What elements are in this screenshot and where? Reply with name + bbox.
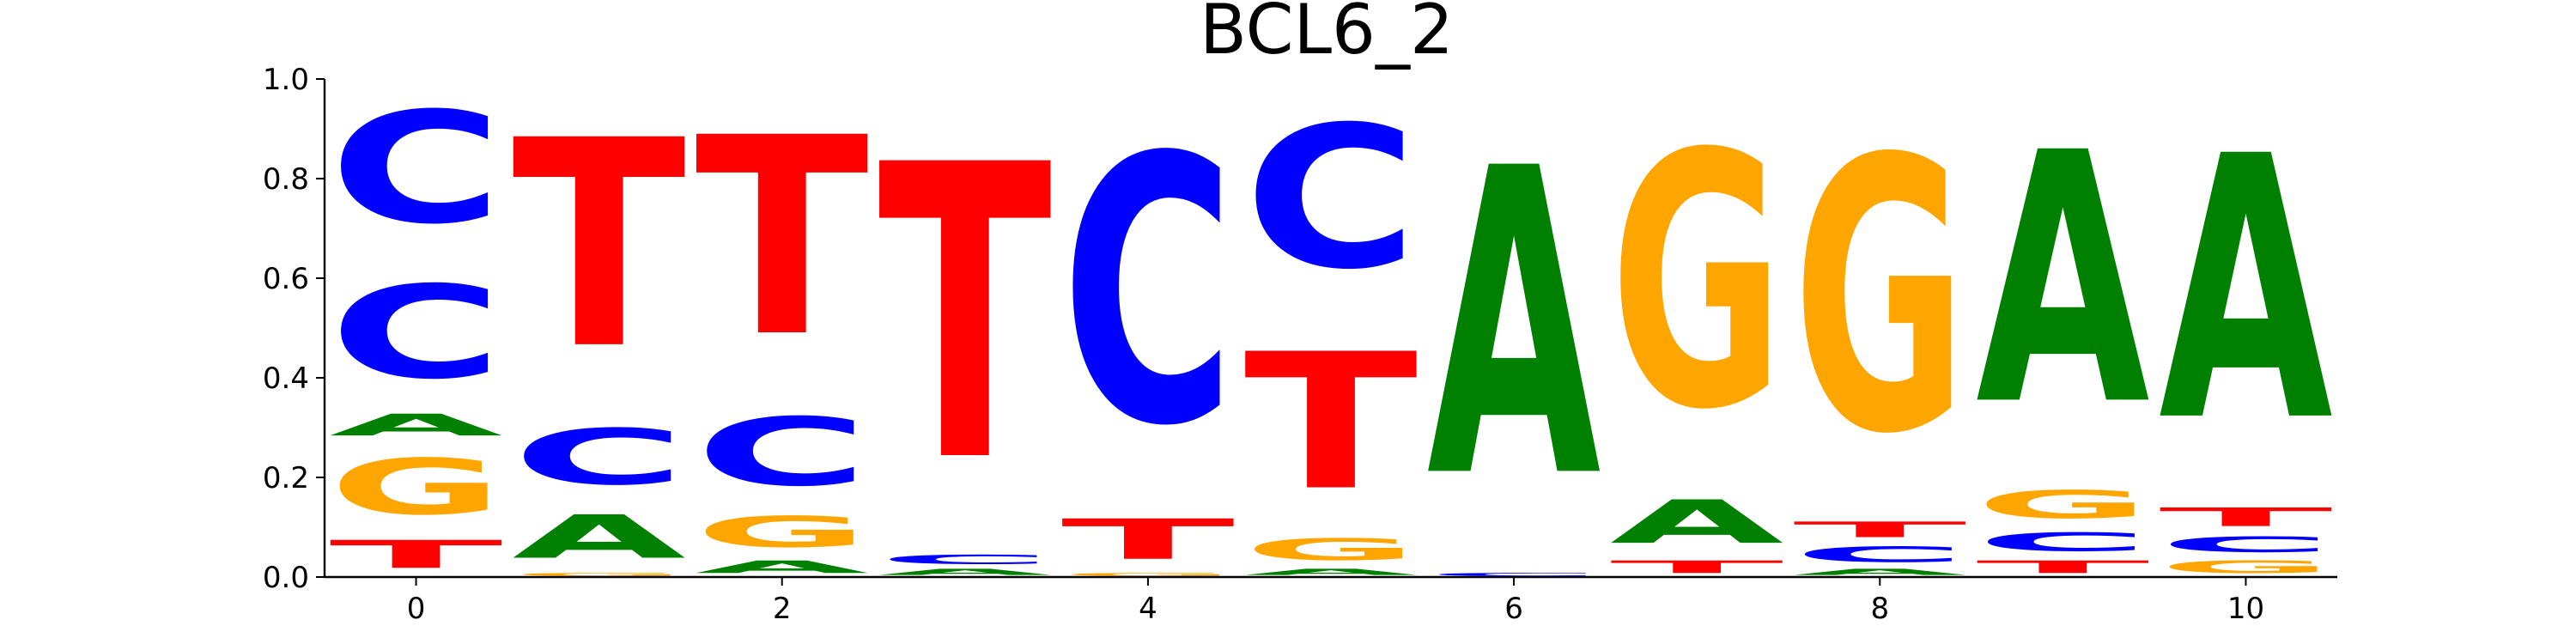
logo-letter-G-pos2: G (696, 507, 869, 557)
logo-letter-G-pos0: G (329, 443, 502, 532)
logo-letter-C-pos8: C (1793, 543, 1966, 568)
y-tick-label: 1.0 (263, 63, 309, 97)
logo-letter-T-pos4: T (1061, 507, 1235, 572)
logo-letter-T-pos7: T (1610, 557, 1783, 577)
chart-title: BCL6_2 (1200, 0, 1454, 70)
y-tick-label: 0.2 (263, 461, 309, 495)
y-tick-label: 0.6 (263, 262, 309, 296)
logo-letter-C-pos3: C (878, 552, 1052, 567)
logo-letter-G-pos4: G (1061, 572, 1235, 577)
logo-letter-T-pos3: T (878, 80, 1054, 550)
logo-letter-T-pos2: T (696, 81, 871, 398)
logo-letter-T-pos0: T (329, 532, 502, 577)
logo-letter-C-pos0: C (329, 79, 502, 258)
logo-letter-A-pos0: A (329, 408, 502, 442)
x-axis: 0 2 4 6 8 10 (324, 575, 2337, 626)
logo-letter-T-pos9: T (1976, 557, 2149, 577)
logo-letter-G-pos8: G (1793, 80, 1966, 516)
logo-letter-A-pos9: A (1976, 79, 2151, 481)
logo-letter-A-pos5: A (1244, 567, 1418, 577)
y-tick-label: 0.4 (263, 361, 309, 396)
logo-letter-G-pos9: G (1976, 483, 2149, 527)
logo-letter-A-pos2: A (696, 557, 869, 577)
logo-letter-C-pos0: C (329, 259, 502, 408)
logo-letter-T-pos1: T (512, 81, 687, 412)
logo-letter-C-pos5: C (1244, 84, 1418, 313)
x-tick-label: 8 (1870, 592, 1889, 626)
logo-letter-G-pos7: G (1610, 81, 1783, 487)
logo-letter-C-pos9: C (1976, 527, 2149, 557)
logo-letter-A-pos10: A (2159, 80, 2334, 501)
y-axis: 0.0 0.2 0.4 0.6 0.8 1.0 (263, 63, 326, 595)
x-tick-label: 0 (407, 592, 426, 626)
logo-letter-A-pos8: A (1793, 567, 1966, 577)
logo-letter-G-pos1: G (512, 572, 685, 577)
x-tick-label: 4 (1139, 592, 1157, 626)
y-tick-label: 0.0 (263, 561, 309, 595)
logo-letter-G-pos10: G (2159, 557, 2332, 577)
logo-letter-T-pos8: T (1793, 517, 1966, 542)
x-tick-label: 10 (2227, 592, 2264, 626)
logo-letter-T-pos10: T (2159, 502, 2332, 532)
logo-letter-C-pos2: C (696, 398, 869, 507)
x-tick-label: 6 (1504, 592, 1523, 626)
logo-letter-A-pos1: A (512, 502, 685, 572)
y-tick-label: 0.8 (263, 162, 309, 197)
x-tick-label: 2 (773, 592, 792, 626)
logo-letter-A-pos7: A (1610, 488, 1783, 557)
logo-letter-C-pos4: C (1061, 80, 1235, 506)
logo-letter-C-pos6: C (1427, 572, 1601, 577)
logo-letter-A-pos6: A (1427, 80, 1602, 571)
logo-letter-A-pos3: A (878, 567, 1052, 577)
logo-letter-C-pos1: C (512, 413, 685, 502)
logo-letter-G-pos5: G (1244, 532, 1418, 567)
logo-letter-C-pos10: C (2159, 532, 2332, 557)
logo-letter-T-pos5: T (1244, 314, 1419, 532)
